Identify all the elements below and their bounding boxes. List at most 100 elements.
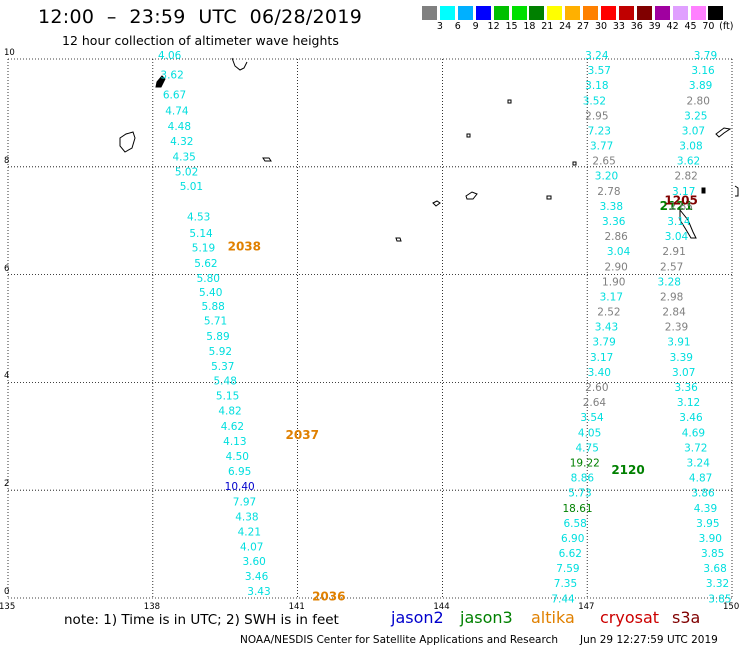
swh-value: 3.40 [588, 367, 611, 379]
swh-value: 3.17 [590, 352, 613, 364]
swh-value: 4.06 [158, 50, 182, 62]
latitude-label: 10 [4, 48, 15, 58]
swh-value: 3.36 [602, 216, 626, 228]
swh-value: 4.50 [226, 451, 249, 463]
swh-value: 2.57 [660, 261, 683, 273]
latitude-label: 0 [4, 587, 10, 597]
swh-value: 3.24 [585, 50, 609, 62]
swh-value: 5.92 [209, 346, 232, 358]
swh-value: 5.62 [194, 258, 217, 270]
swh-value: 2.95 [585, 110, 608, 122]
swh-value: 7.44 [551, 593, 575, 605]
longitude-label: 138 [143, 602, 161, 612]
pass-time-label: 2036 [312, 590, 345, 604]
scale-label: 45 [684, 21, 697, 32]
swh-value: 3.20 [595, 171, 618, 183]
island-outline [679, 208, 697, 239]
island-outline [734, 185, 739, 197]
swh-value: 3.89 [689, 80, 712, 92]
swh-value: 3.79 [694, 50, 717, 62]
island-outline [155, 75, 166, 88]
swh-value: 4.69 [682, 427, 705, 439]
swh-value: 3.62 [677, 156, 700, 168]
island-outline [701, 187, 706, 194]
scale-label: 36 [630, 21, 643, 32]
swh-value: 2.52 [597, 307, 620, 319]
latitude-label: 4 [4, 371, 10, 382]
swh-value: 3.52 [583, 95, 606, 107]
longitude-label: 135 [0, 602, 16, 612]
swh-value: 2.60 [585, 382, 608, 394]
longitude-label: 150 [723, 602, 740, 612]
swh-value: 3.14 [667, 216, 691, 228]
island-outline [466, 133, 471, 138]
page-subtitle: 12 hour collection of altimeter wave hei… [62, 33, 339, 48]
swh-value: 3.12 [677, 397, 700, 409]
generated-timestamp: Jun 29 12:27:59 UTC 2019 [580, 634, 718, 646]
swh-value: 3.43 [247, 586, 270, 598]
altimeter-observations: 4.06 3.62 6.67 4.74 4.48 4.32 4.35 5.02 5.01 4.53… [158, 50, 732, 605]
swh-value: 2.78 [597, 186, 620, 198]
swh-value: 2.64 [583, 397, 607, 409]
scale-swatch [565, 6, 581, 20]
scale-swatch [601, 6, 616, 20]
island-outline [395, 237, 402, 242]
swh-value: 2.91 [662, 246, 685, 258]
swh-value: 6.67 [163, 89, 186, 101]
scale-label: 6 [454, 21, 461, 32]
scale-label: 21 [541, 21, 554, 32]
swh-value: 4.53 [187, 212, 210, 224]
scale-label: 30 [594, 21, 608, 32]
pass-time-label: 1205 [664, 194, 697, 208]
scale-label: 27 [577, 21, 590, 32]
swh-value: 1.90 [602, 276, 625, 288]
pass-time-label: 2120 [611, 463, 644, 477]
swh-value: 5.89 [206, 331, 229, 343]
coastlines [119, 57, 739, 242]
island-outline [715, 127, 732, 138]
swh-value: 6.62 [559, 548, 582, 560]
island-outline [432, 200, 441, 207]
swh-value: 3.17 [672, 186, 695, 198]
swh-value: 5.88 [201, 301, 224, 313]
swh-value: 4.21 [238, 526, 261, 538]
swh-value: 3.91 [667, 337, 690, 349]
swh-value: 5.01 [180, 181, 203, 193]
swh-value: 5.40 [199, 287, 222, 299]
island-outline [507, 99, 512, 104]
swh-value: 5.02 [175, 166, 198, 178]
scale-label: 12 [487, 21, 500, 32]
swh-value: 2.85 [670, 201, 693, 213]
swh-value: 3.04 [665, 231, 689, 243]
scale-swatch [583, 6, 599, 20]
scale-swatch [475, 6, 491, 20]
legend-jason2: jason2 [391, 608, 444, 627]
latitude-label: 2 [4, 479, 10, 490]
swh-value: 2.80 [687, 95, 710, 107]
swh-value: 4.48 [168, 121, 191, 133]
swh-value: 4.05 [578, 427, 601, 439]
swh-value: 7.23 [588, 125, 611, 137]
latitude-label: 8 [4, 155, 10, 166]
swh-value: 4.62 [221, 421, 244, 433]
scale-swatch [672, 6, 688, 20]
scale-label: 15 [505, 21, 518, 32]
swh-value: 3.08 [679, 141, 702, 153]
swh-value: 4.74 [165, 106, 189, 118]
swh-value: 7.35 [554, 578, 577, 590]
swh-value: 3.17 [600, 291, 623, 303]
swh-value: 3.46 [679, 412, 703, 424]
footer-note: note: 1) Time is in UTC; 2) SWH is in fe… [64, 612, 339, 628]
swh-value: 2.65 [592, 156, 615, 168]
scale-label: 70 [702, 21, 715, 32]
longitude-label: 144 [433, 602, 450, 612]
pass-time-label: 2121 [660, 199, 693, 213]
swh-value: 4.13 [223, 436, 246, 448]
scale-label: 24 [559, 21, 572, 32]
swh-value: 4.35 [172, 151, 195, 163]
swh-value: 3.32 [706, 578, 729, 590]
credit-line: NOAA/NESDIS Center for Satellite Applica… [240, 634, 558, 646]
legend-cryosat: cryosat [600, 608, 660, 627]
swh-value: 3.72 [684, 442, 707, 454]
